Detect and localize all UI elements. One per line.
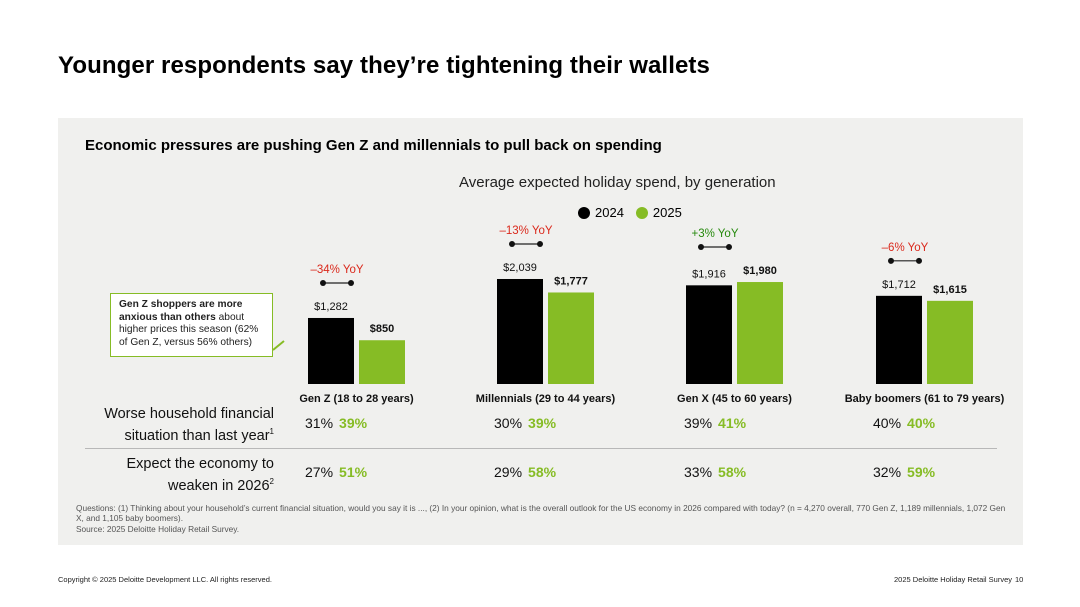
footnote-marker: 1 bbox=[269, 427, 274, 436]
value-2025: 58% bbox=[718, 464, 747, 480]
bar-2024-0 bbox=[308, 317, 354, 384]
data-label-2024-0: $1,282 bbox=[314, 301, 348, 313]
panel-subtitle: Economic pressures are pushing Gen Z and… bbox=[85, 137, 662, 154]
copyright: Copyright © 2025 Deloitte Development LL… bbox=[58, 575, 272, 584]
yoy-dot-start-1 bbox=[509, 240, 515, 247]
yoy-label-2: +3% YoY bbox=[691, 228, 738, 240]
row-0-values-0: 31% 39% bbox=[305, 415, 367, 431]
footnote-marker: 2 bbox=[269, 477, 274, 486]
bar-2025-2 bbox=[737, 282, 783, 384]
bar-2024-1 bbox=[497, 278, 543, 384]
row-1-values-3: 32% 59% bbox=[873, 464, 935, 480]
category-label-2: Gen X (45 to 60 years) bbox=[677, 393, 792, 405]
value-2024: 31% bbox=[305, 415, 334, 431]
value-2025: 39% bbox=[528, 415, 557, 431]
data-label-2025-1: $1,777 bbox=[554, 275, 588, 287]
chart-legend: 2024 2025 bbox=[578, 205, 688, 220]
footer-survey-name: 2025 Deloitte Holiday Retail Survey bbox=[894, 575, 1012, 584]
value-2025: 41% bbox=[718, 415, 747, 431]
data-label-2025-3: $1,615 bbox=[933, 284, 967, 296]
data-label-2025-2: $1,980 bbox=[743, 265, 777, 277]
yoy-dot-end-2 bbox=[726, 244, 732, 251]
callout-text: about higher prices this season (62% of … bbox=[119, 311, 259, 348]
row-label-line2: situation than last year bbox=[124, 427, 270, 444]
value-2024: 40% bbox=[873, 415, 902, 431]
yoy-dot-start-2 bbox=[698, 244, 704, 251]
value-2024: 30% bbox=[494, 415, 523, 431]
row-label-worse-financial: Worse household financial situation than… bbox=[104, 406, 274, 445]
legend-label-2025: 2025 bbox=[652, 205, 682, 220]
legend-item-2024: 2024 bbox=[578, 205, 624, 220]
row-1-values-1: 29% 58% bbox=[494, 464, 556, 480]
value-2024: 33% bbox=[684, 464, 713, 480]
gen-z-callout: Gen Z shoppers are more anxious than oth… bbox=[110, 293, 273, 357]
footnote-source: Source: 2025 Deloitte Holiday Retail Sur… bbox=[76, 523, 240, 534]
value-2025: 59% bbox=[907, 464, 936, 480]
data-label-2024-3: $1,712 bbox=[882, 279, 916, 291]
data-label-2024-1: $2,039 bbox=[503, 262, 537, 274]
callout-bold-text: Gen Z shoppers are more anxious than oth… bbox=[119, 299, 243, 323]
yoy-dot-end-3 bbox=[916, 257, 922, 264]
row-label-line1: Worse household financial bbox=[104, 406, 274, 422]
row-1-values-0: 27% 51% bbox=[305, 464, 367, 480]
page-number: 10 bbox=[1015, 575, 1024, 584]
yoy-dot-end-1 bbox=[537, 240, 543, 247]
row-0-values-3: 40% 40% bbox=[873, 415, 935, 431]
legend-item-2025: 2025 bbox=[635, 205, 682, 220]
yoy-label-1: –13% YoY bbox=[499, 225, 552, 237]
category-label-3: Baby boomers (61 to 79 years) bbox=[845, 393, 1005, 405]
legend-swatch-2024 bbox=[578, 206, 590, 219]
value-2025: 40% bbox=[907, 415, 936, 431]
row-label-line2: weaken in 2026 bbox=[167, 477, 270, 494]
row-label-line1: Expect the economy to bbox=[126, 456, 275, 472]
row-0-values-2: 39% 41% bbox=[684, 415, 746, 431]
bar-2025-3 bbox=[927, 300, 973, 384]
value-2025: 39% bbox=[339, 415, 368, 431]
yoy-label-3: –6% YoY bbox=[882, 242, 929, 254]
category-label-0: Gen Z (18 to 28 years) bbox=[299, 393, 414, 405]
callout-connector bbox=[272, 340, 285, 351]
page-title: Younger respondents say they’re tighteni… bbox=[58, 52, 710, 79]
data-label-2025-0: $850 bbox=[370, 323, 394, 335]
value-2024: 32% bbox=[873, 464, 902, 480]
legend-label-2024: 2024 bbox=[595, 205, 624, 220]
row-label-economy-weaken: Expect the economy to weaken in 20262 bbox=[127, 456, 275, 495]
value-2024: 39% bbox=[684, 415, 713, 431]
row-0-values-1: 30% 39% bbox=[494, 415, 556, 431]
value-2025: 58% bbox=[528, 464, 557, 480]
data-label-2024-2: $1,916 bbox=[692, 268, 726, 280]
yoy-dot-start-3 bbox=[888, 257, 894, 264]
bar-2024-2 bbox=[686, 285, 732, 384]
footnote-questions: Questions: (1) Thinking about your house… bbox=[76, 503, 1006, 524]
legend-swatch-2025 bbox=[635, 206, 648, 219]
yoy-label-0: –34% YoY bbox=[310, 264, 363, 276]
category-label-1: Millennials (29 to 44 years) bbox=[476, 393, 616, 405]
bar-2025-1 bbox=[548, 292, 594, 384]
footnote: Questions: (1) Thinking about your house… bbox=[76, 503, 1011, 534]
bar-2025-0 bbox=[359, 340, 405, 384]
yoy-dot-start-0 bbox=[320, 279, 326, 286]
yoy-dot-end-0 bbox=[348, 279, 354, 286]
chart-title: Average expected holiday spend, by gener… bbox=[459, 174, 776, 191]
value-2024: 29% bbox=[494, 464, 523, 480]
row-divider bbox=[85, 448, 997, 449]
value-2025: 51% bbox=[339, 464, 368, 480]
row-1-values-2: 33% 58% bbox=[684, 464, 746, 480]
bar-2024-3 bbox=[876, 295, 922, 384]
value-2024: 27% bbox=[305, 464, 334, 480]
